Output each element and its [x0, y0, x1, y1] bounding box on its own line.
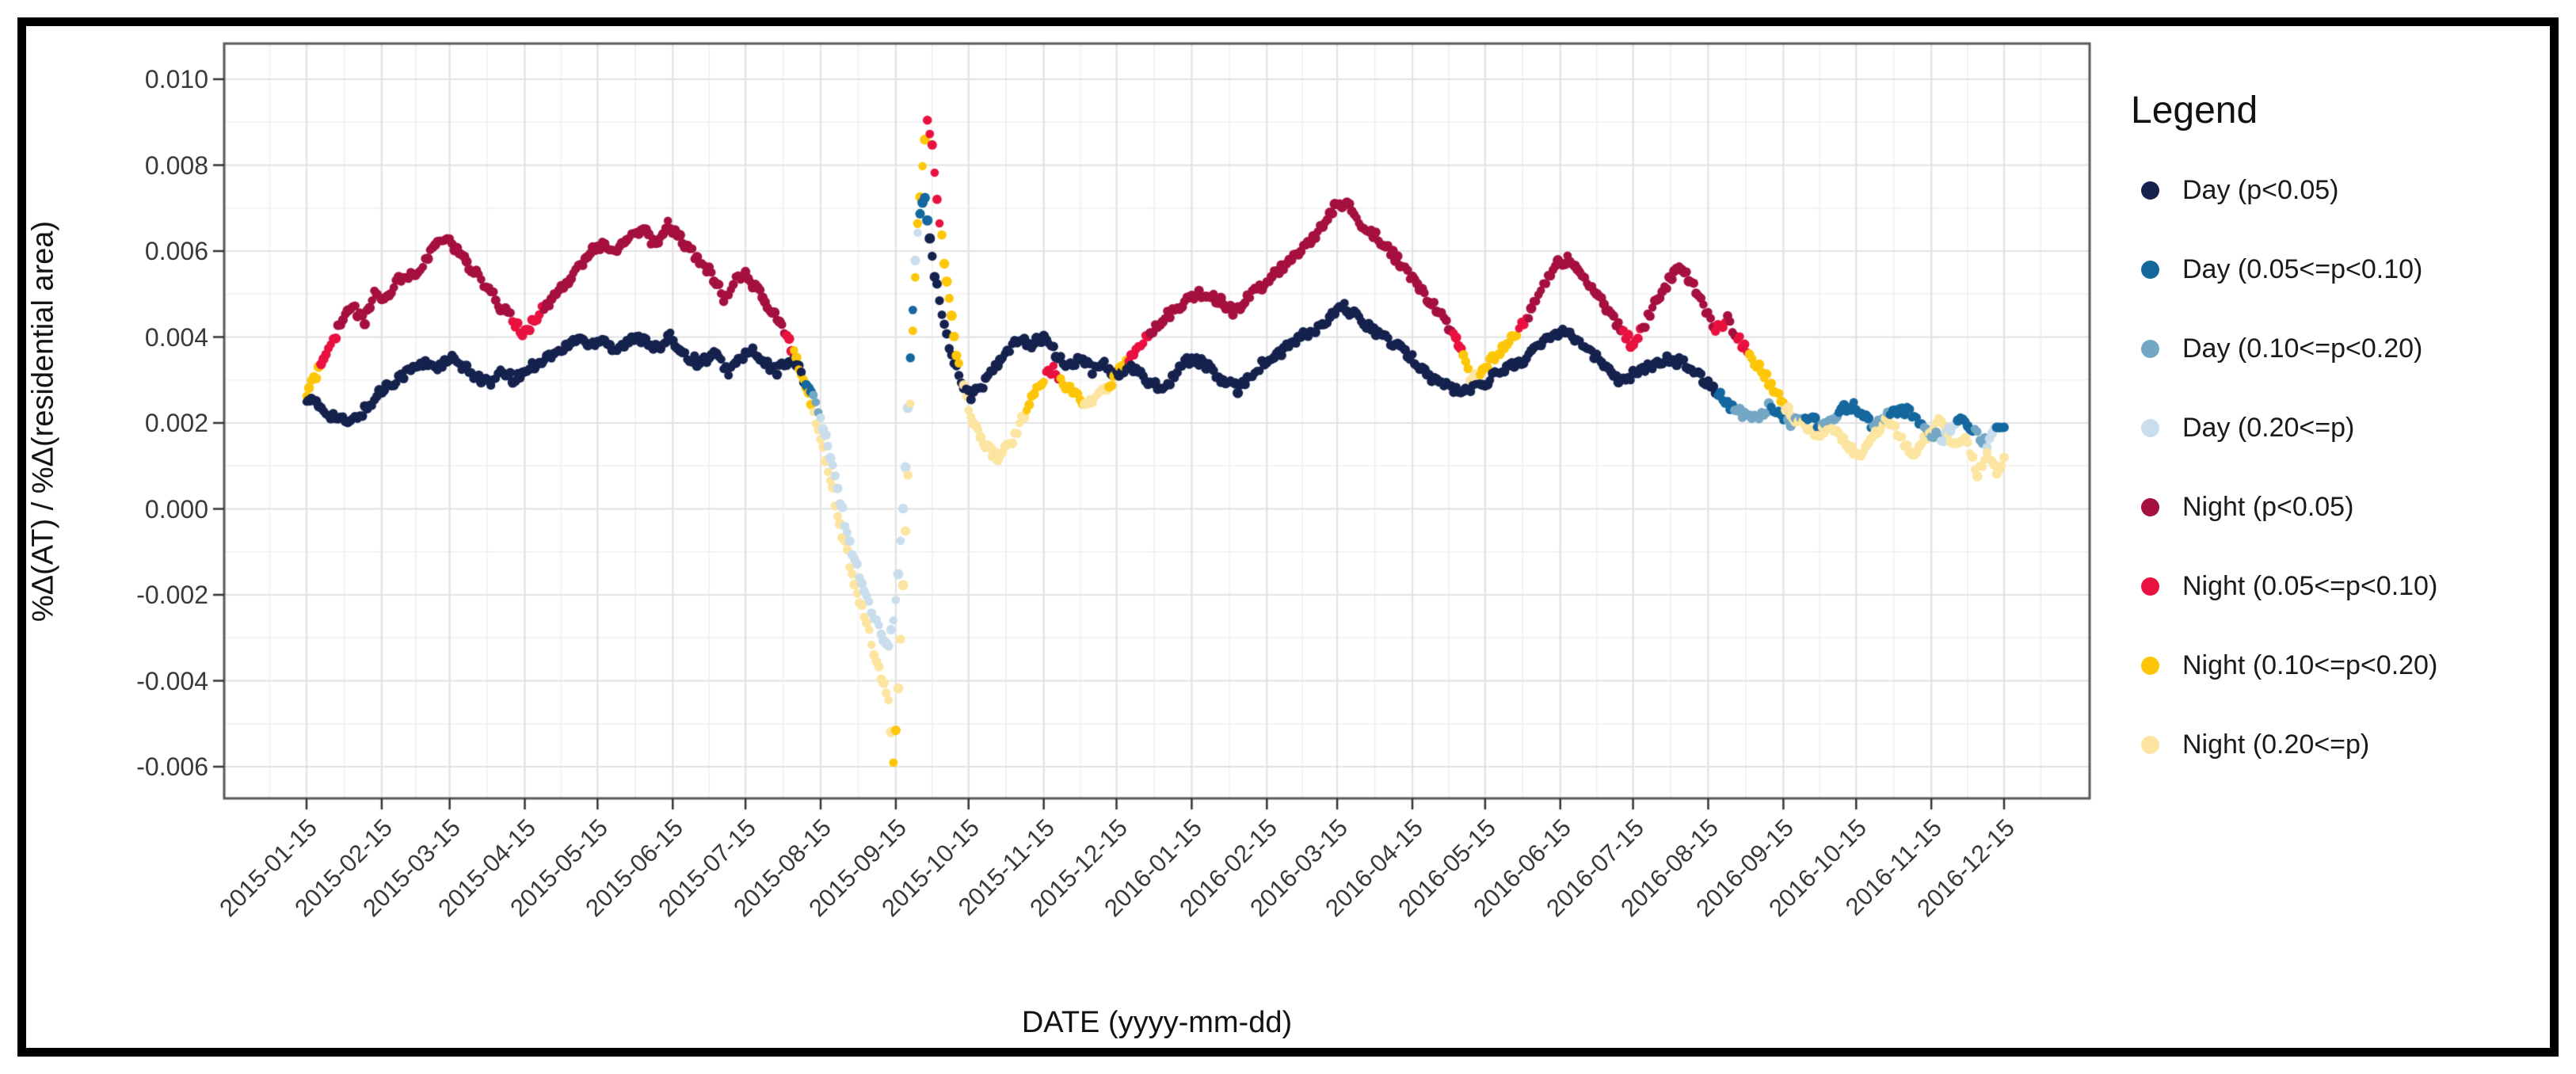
y-tick-label: 0.008 [144, 150, 208, 180]
legend-swatch-n4 [2141, 736, 2159, 754]
y-tick-label: 0.004 [144, 322, 208, 352]
y-tick-label: 0.002 [144, 409, 208, 437]
legend-swatch-d4 [2141, 419, 2159, 437]
legend-entry-label: Night (0.05<=p<0.10) [2182, 571, 2438, 601]
y-tick-label: 0.010 [144, 65, 208, 93]
x-axis-title: DATE (yyyy-mm-dd) [1021, 1006, 1293, 1039]
y-tick-label: 0.000 [144, 494, 208, 524]
legend-swatch-n1 [2141, 498, 2159, 516]
legend-swatch-d2 [2141, 261, 2159, 279]
legend-entry: Night (0.10<=p<0.20) [2127, 648, 2555, 683]
legend-entry: Day (p<0.05) [2127, 173, 2555, 208]
legend-entry: Day (0.05<=p<0.10) [2127, 252, 2555, 287]
legend-entry: Night (p<0.05) [2127, 489, 2555, 524]
y-tick-label: 0.006 [144, 237, 208, 265]
y-tick-label: -0.002 [136, 581, 208, 609]
legend-swatch-n2 [2141, 577, 2159, 596]
legend-entry-label: Night (p<0.05) [2182, 492, 2354, 522]
y-tick-label: -0.004 [136, 666, 208, 695]
legend-entry-label: Day (0.20<=p) [2182, 413, 2355, 443]
legend-entry-label: Night (0.10<=p<0.20) [2182, 650, 2438, 680]
legend-entry: Day (0.10<=p<0.20) [2127, 331, 2555, 366]
legend-entry-label: Day (0.10<=p<0.20) [2182, 333, 2423, 364]
legend-entry-label: Day (p<0.05) [2182, 175, 2339, 205]
legend-swatch-d3 [2141, 340, 2159, 358]
legend-entry: Night (0.20<=p) [2127, 727, 2555, 762]
legend-swatch-n3 [2141, 657, 2159, 675]
legend-swatch-d1 [2141, 181, 2159, 200]
legend-title: Legend [2131, 90, 2258, 131]
legend-entry: Day (0.20<=p) [2127, 410, 2555, 445]
y-tick-label: -0.006 [136, 752, 208, 781]
legend-entry-label: Day (0.05<=p<0.10) [2182, 254, 2423, 284]
legend-entry: Night (0.05<=p<0.10) [2127, 569, 2555, 604]
legend-entry-label: Night (0.20<=p) [2182, 729, 2370, 760]
y-axis-title: %Δ(AT) / %Δ(residential area) [26, 220, 60, 622]
